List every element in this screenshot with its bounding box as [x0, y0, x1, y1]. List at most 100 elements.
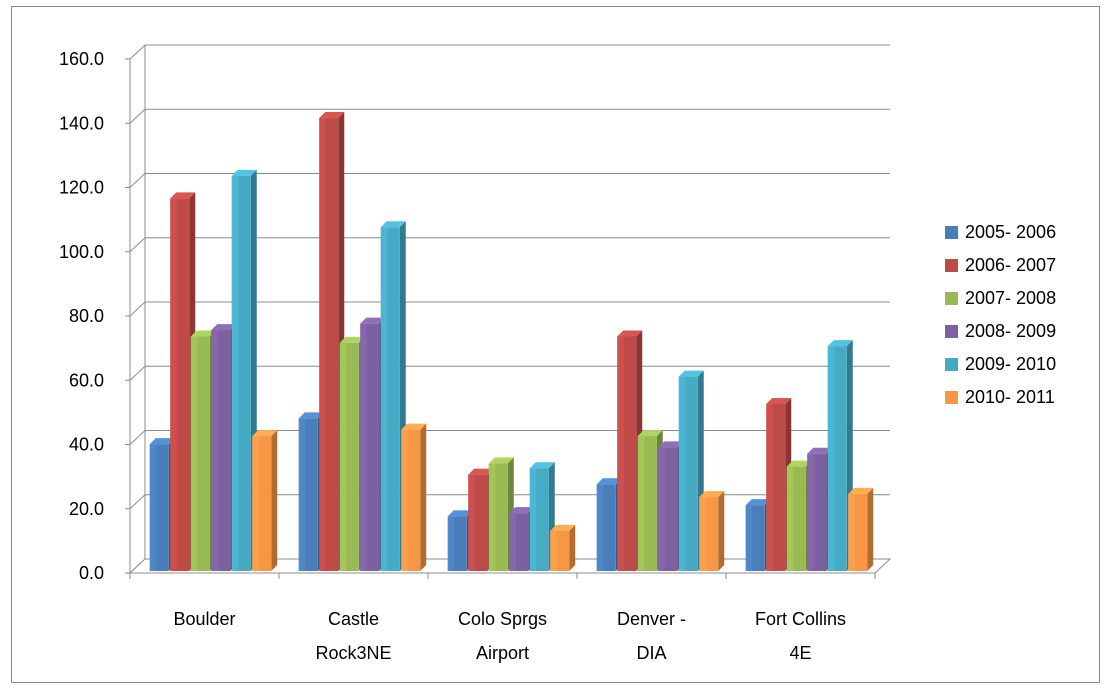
bar-highlight [766, 403, 773, 571]
bar-highlight [339, 342, 347, 571]
y-tick-label: 0.0 [79, 563, 104, 583]
gridline-side [129, 173, 146, 188]
legend: 2005- 2006 2006- 2007 2007- 2008 2008- 2009… [945, 222, 1056, 407]
bar-top [339, 336, 365, 343]
bar-top [550, 524, 576, 531]
legend-swatch [945, 391, 958, 404]
bar-highlight [786, 466, 794, 571]
bar-side [569, 524, 576, 571]
bar-top [298, 412, 324, 419]
x-category-label: Rock3NE [315, 643, 391, 663]
x-category-label: Boulder [173, 609, 235, 629]
bar-highlight [848, 493, 855, 571]
legend-label: 2008- 2009 [965, 321, 1056, 341]
bar-highlight [596, 484, 604, 571]
bar-top [848, 487, 874, 494]
bar-top [827, 340, 853, 347]
bar-highlight [149, 444, 157, 571]
legend-label: 2007- 2008 [965, 288, 1056, 308]
legend-swatch [945, 226, 958, 239]
legend-label: 2006- 2007 [965, 255, 1056, 275]
bar-highlight [529, 468, 537, 571]
bar-highlight [319, 118, 326, 571]
bar-highlight [658, 447, 665, 571]
bar-side [420, 423, 427, 571]
legend-swatch [945, 292, 958, 305]
bar-top [658, 441, 684, 448]
bar-highlight [190, 336, 198, 571]
bar-highlight [807, 453, 814, 571]
bar-highlight [637, 436, 645, 571]
bar-top [596, 478, 622, 485]
bar-top [468, 468, 494, 475]
bar-highlight [699, 497, 706, 571]
gridline-side [129, 365, 146, 381]
y-tick-label: 140.0 [59, 113, 104, 133]
bar-highlight [550, 530, 557, 571]
bar-highlight [488, 463, 496, 571]
y-tick-label: 100.0 [59, 242, 104, 262]
x-category-label: Denver - [617, 609, 686, 629]
bar-top [786, 460, 812, 467]
bar-top [190, 330, 216, 337]
y-tick-label: 80.0 [69, 306, 104, 326]
bar-highlight [360, 323, 367, 571]
legend-swatch [945, 325, 958, 338]
legend-label: 2005- 2006 [965, 222, 1056, 242]
legend-label: 2009- 2010 [965, 354, 1056, 374]
bar [848, 487, 874, 571]
bar [401, 423, 427, 571]
bar-top [360, 317, 386, 324]
bar-highlight [252, 436, 259, 571]
bars [149, 112, 874, 572]
x-category-label: Airport [476, 643, 529, 663]
bar-top [231, 169, 257, 176]
y-tick-label: 160.0 [59, 49, 104, 69]
bar-highlight [298, 418, 306, 571]
bar-top [766, 397, 792, 404]
bar-top [319, 112, 345, 119]
gridline-side [129, 301, 146, 317]
bar-top [488, 457, 514, 464]
bar-top [149, 438, 175, 445]
bar-top [807, 447, 833, 454]
gridline-side [129, 237, 146, 253]
bar-side [867, 487, 874, 571]
gridline-side [129, 430, 146, 445]
bar-highlight [745, 505, 753, 571]
bar-highlight [509, 513, 516, 571]
bar [699, 491, 725, 571]
bar-top [617, 330, 643, 337]
y-tick-label: 60.0 [69, 370, 104, 390]
x-category-label: Fort Collins [755, 609, 846, 629]
y-tick-label: 120.0 [59, 178, 104, 198]
gridline-side [129, 494, 146, 510]
bar-highlight [468, 474, 475, 571]
bar-top [678, 370, 704, 377]
bar-top [252, 430, 278, 437]
x-category-label: 4E [789, 643, 811, 663]
bar-highlight [827, 346, 835, 571]
bar-highlight [447, 516, 455, 571]
legend-swatch [945, 259, 958, 272]
bar-highlight [211, 330, 218, 571]
gridline-side [129, 108, 146, 124]
bar-top [699, 491, 725, 498]
gridline-side [129, 44, 146, 60]
bar-highlight [401, 429, 408, 571]
bar-top [637, 430, 663, 437]
axis-labels: 0.0 20.0 40.0 60.0 80.0 100.0 120.0 140.0 160.0 B… [59, 49, 846, 663]
bar-highlight [617, 336, 624, 571]
bar-side [718, 491, 725, 571]
legend-swatch [945, 358, 958, 371]
y-tick-label: 20.0 [69, 499, 104, 519]
legend-label: 2010- 2011 [965, 387, 1055, 407]
bar-side [271, 430, 278, 571]
x-category-label: DIA [636, 643, 666, 663]
bar [550, 524, 576, 571]
bar-highlight [678, 376, 686, 571]
bar-highlight [170, 198, 177, 571]
bar-top [401, 423, 427, 430]
bar-top [170, 192, 196, 199]
bar-top [529, 462, 555, 469]
